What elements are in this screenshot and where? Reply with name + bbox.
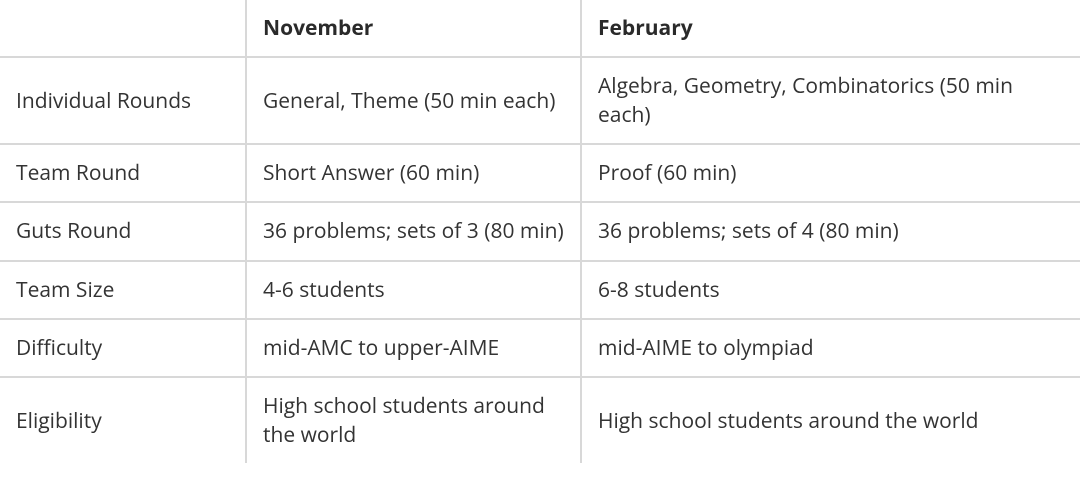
cell-november: Short Answer (60 min) bbox=[246, 144, 581, 202]
comparison-table: November February Individual Rounds Gene… bbox=[0, 0, 1080, 463]
table-row: Guts Round 36 problems; sets of 3 (80 mi… bbox=[0, 202, 1080, 260]
cell-february: Proof (60 min) bbox=[581, 144, 1080, 202]
row-label: Team Round bbox=[0, 144, 246, 202]
header-blank bbox=[0, 0, 246, 57]
cell-november: 4-6 students bbox=[246, 261, 581, 319]
cell-november: 36 problems; sets of 3 (80 min) bbox=[246, 202, 581, 260]
table-header-row: November February bbox=[0, 0, 1080, 57]
table-row: Team Round Short Answer (60 min) Proof (… bbox=[0, 144, 1080, 202]
cell-november: mid-AMC to upper-AIME bbox=[246, 319, 581, 377]
row-label: Eligibility bbox=[0, 377, 246, 463]
cell-november: General, Theme (50 min each) bbox=[246, 57, 581, 144]
cell-february: 6-8 students bbox=[581, 261, 1080, 319]
cell-february: High school students around the world bbox=[581, 377, 1080, 463]
cell-november: High school students around the world bbox=[246, 377, 581, 463]
cell-february: mid-AIME to olympiad bbox=[581, 319, 1080, 377]
cell-february: 36 problems; sets of 4 (80 min) bbox=[581, 202, 1080, 260]
row-label: Team Size bbox=[0, 261, 246, 319]
header-february: February bbox=[581, 0, 1080, 57]
cell-february: Algebra, Geometry, Combinatorics (50 min… bbox=[581, 57, 1080, 144]
row-label: Difficulty bbox=[0, 319, 246, 377]
header-november: November bbox=[246, 0, 581, 57]
table-row: Individual Rounds General, Theme (50 min… bbox=[0, 57, 1080, 144]
table-row: Team Size 4-6 students 6-8 students bbox=[0, 261, 1080, 319]
row-label: Guts Round bbox=[0, 202, 246, 260]
table-row: Difficulty mid-AMC to upper-AIME mid-AIM… bbox=[0, 319, 1080, 377]
table-row: Eligibility High school students around … bbox=[0, 377, 1080, 463]
row-label: Individual Rounds bbox=[0, 57, 246, 144]
